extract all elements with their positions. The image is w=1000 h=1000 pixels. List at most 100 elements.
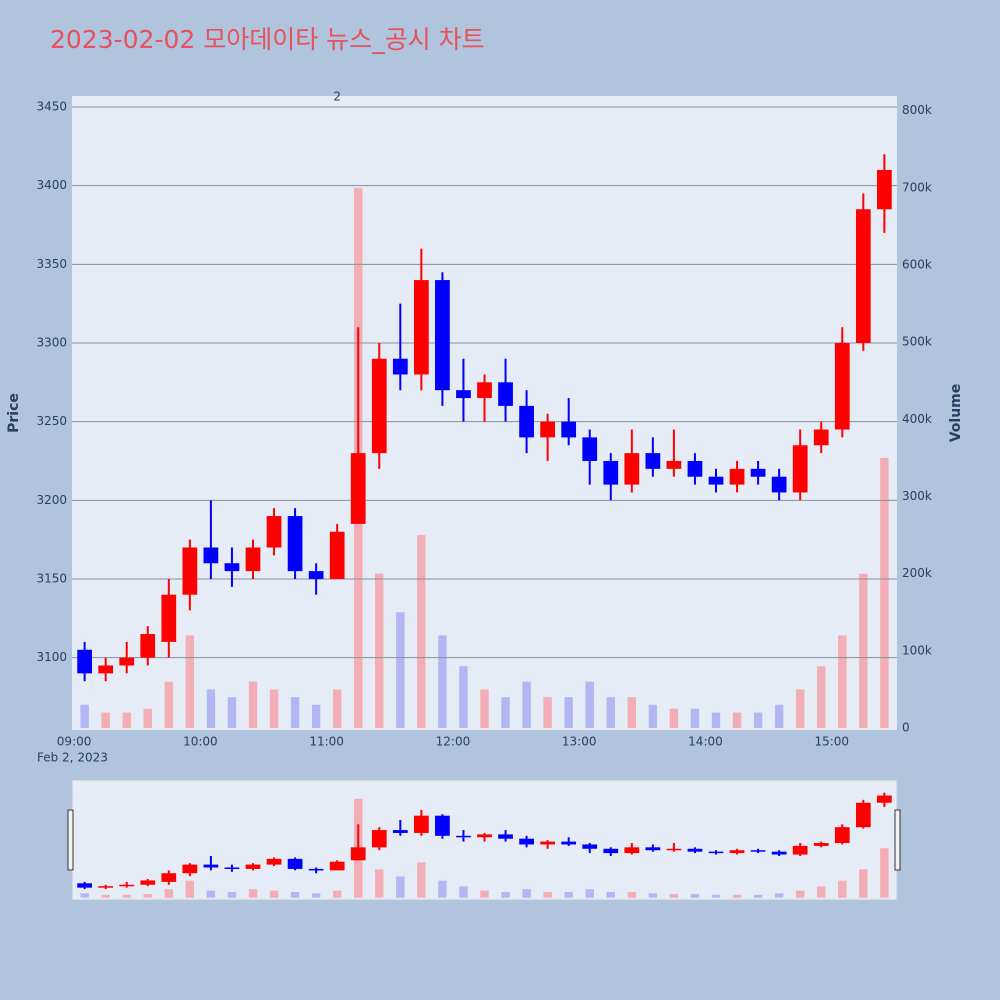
volume-bar xyxy=(711,712,721,728)
slider-volume-bar xyxy=(648,893,658,898)
candle-body xyxy=(582,437,598,461)
slider-volume-bar xyxy=(606,891,615,898)
slider-volume-bar xyxy=(880,848,889,898)
y-tick-label: 3450 xyxy=(36,100,67,114)
candle-body xyxy=(477,382,492,399)
slider-volume-bar xyxy=(332,890,342,898)
slider-volume-bar xyxy=(627,891,637,898)
volume-bar xyxy=(669,708,679,728)
slider-candle-body xyxy=(224,867,240,869)
slider-candle-body xyxy=(519,838,534,845)
volume-bar xyxy=(269,689,279,728)
candle-body xyxy=(456,390,471,399)
range-handle-left[interactable] xyxy=(67,809,74,871)
slider-candle-body xyxy=(645,847,661,851)
volume-bar xyxy=(690,708,700,728)
y2-tick-label: 800k xyxy=(902,103,932,117)
volume-bar xyxy=(838,635,847,728)
slider-candle-body xyxy=(413,815,429,833)
volume-bar xyxy=(101,712,110,728)
slider-volume-bar xyxy=(375,869,384,898)
candle-body xyxy=(329,531,345,579)
slider-candle-body xyxy=(477,834,492,838)
slider-volume-bar xyxy=(206,890,216,898)
slider-volume-bar xyxy=(248,889,258,898)
x-tick-label: 09:00 xyxy=(57,735,92,749)
slider-volume-bar xyxy=(669,894,679,898)
candle-body xyxy=(561,421,577,438)
slider-candle-body xyxy=(392,830,408,833)
candle-body xyxy=(687,460,703,477)
candle-body xyxy=(140,634,156,658)
slider-candle-body xyxy=(456,835,471,838)
slider-volume-bar xyxy=(227,891,237,898)
candle-body xyxy=(77,649,92,674)
candle-body xyxy=(287,516,303,572)
candle-body xyxy=(98,665,114,674)
y2-axis-title: Volume xyxy=(948,384,964,443)
y2-tick-label: 0 xyxy=(902,720,910,734)
slider-candle-body xyxy=(498,834,513,839)
candle-body xyxy=(540,421,556,438)
slider-candle-body xyxy=(540,841,556,845)
volume-bar xyxy=(606,697,615,728)
candle-body xyxy=(603,460,619,485)
volume-layer xyxy=(80,187,889,898)
volume-bar xyxy=(206,689,216,728)
slider-candle-body xyxy=(140,880,156,885)
slider-volume-bar xyxy=(459,886,468,898)
y-tick-label: 3250 xyxy=(36,414,67,428)
slider-candle-body xyxy=(119,884,135,887)
slider-volume-bar xyxy=(143,894,152,898)
volume-bar xyxy=(122,712,131,728)
slider-volume-bar xyxy=(164,889,174,898)
annotation: 2 xyxy=(333,90,341,104)
slider-volume-bar xyxy=(185,880,195,898)
candle-body xyxy=(203,547,219,564)
volume-bar xyxy=(311,704,321,728)
y-tick-label: 3200 xyxy=(36,493,67,507)
slider-volume-bar xyxy=(80,893,89,898)
slider-candle-body xyxy=(877,795,892,803)
volume-bar xyxy=(227,697,237,728)
candle-body xyxy=(435,280,450,391)
y2-tick-label: 100k xyxy=(902,643,932,657)
slider-volume-bar xyxy=(501,891,510,898)
x-tick-label: 11:00 xyxy=(309,735,344,749)
slider-candle-body xyxy=(729,850,745,854)
volume-bar xyxy=(732,712,742,728)
chart-title: 2023-02-02 모아데이타 뉴스_공시 차트 xyxy=(50,25,485,54)
slider-candle-body xyxy=(624,847,640,854)
slider-candle-body xyxy=(161,873,177,882)
x-tick-label: 12:00 xyxy=(436,735,471,749)
slider-volume-bar xyxy=(795,890,805,898)
volume-bar xyxy=(501,697,510,728)
slider-volume-bar xyxy=(711,894,721,898)
candle-body xyxy=(771,476,787,493)
y2-tick-label: 500k xyxy=(902,335,932,349)
volume-bar xyxy=(795,689,805,728)
slider-volume-bar xyxy=(690,894,700,898)
volume-bar xyxy=(417,535,426,728)
slider-candle-body xyxy=(813,843,829,846)
slider-volume-bar xyxy=(522,889,531,898)
candle-body xyxy=(666,460,682,469)
slider-candle-body xyxy=(350,847,366,861)
y2-tick-label: 200k xyxy=(902,566,932,580)
slider-volume-bar xyxy=(543,891,552,898)
volume-bar xyxy=(332,689,342,728)
slider-volume-bar xyxy=(438,880,447,898)
slider-candle-body xyxy=(266,858,282,865)
slider-volume-bar xyxy=(269,890,279,898)
slider-candle-body xyxy=(329,861,345,871)
volume-bar xyxy=(375,573,384,728)
volume-bar xyxy=(248,681,258,728)
candle-body xyxy=(750,468,766,477)
x-tick-label: 13:00 xyxy=(562,735,597,749)
slider-volume-bar xyxy=(817,886,826,898)
volume-bar xyxy=(543,697,552,728)
slider-candle-body xyxy=(77,883,92,888)
slider-candle-body xyxy=(245,864,261,869)
range-handle-right[interactable] xyxy=(894,809,901,871)
volume-bar xyxy=(459,666,468,728)
